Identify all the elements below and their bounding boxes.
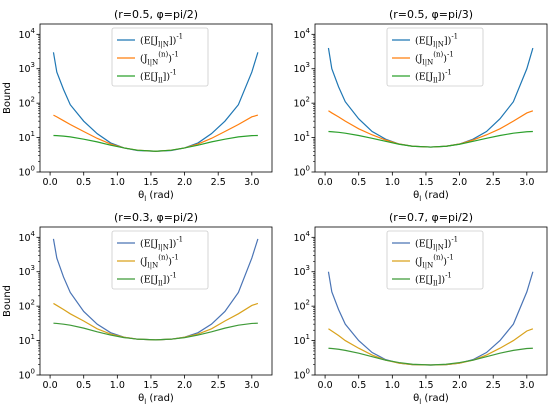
y-tick-label: 100​ bbox=[293, 368, 310, 382]
y-tick-label: 101​ bbox=[18, 130, 35, 144]
legend-entry: (E[Jl|N​])-1​ bbox=[140, 33, 183, 49]
x-tick-label: 1.0 bbox=[385, 177, 400, 188]
chart-title: (r=0.7, φ=pi/2) bbox=[389, 211, 473, 224]
legend-entry: (Jl|N​(n)​)-1​ bbox=[140, 254, 179, 270]
series-line-3 bbox=[53, 322, 258, 341]
x-tick-label: 1.5 bbox=[418, 177, 433, 188]
y-tick-label: 103​ bbox=[18, 264, 35, 278]
legend-entry: (Jl|N​(n)​)-1​ bbox=[140, 51, 179, 67]
x-tick-label: 3.0 bbox=[519, 380, 534, 391]
y-tick-label: 103​ bbox=[293, 61, 310, 75]
legend-entry: (E[Jll​])-1​ bbox=[415, 69, 452, 85]
x-tick-label: 0.5 bbox=[351, 177, 366, 188]
legend-entry: (E[Jl|N​])-1​ bbox=[140, 236, 183, 252]
y-tick-label: 104​ bbox=[293, 230, 310, 244]
y-tick-label: 102​ bbox=[293, 299, 310, 313]
x-tick-label: 0.5 bbox=[76, 380, 91, 391]
x-tick-label: 1.5 bbox=[143, 177, 158, 188]
x-axis-label: θl​ (rad) bbox=[138, 393, 174, 405]
y-tick-label: 102​ bbox=[293, 96, 310, 110]
legend-entry: (E[Jll​])-1​ bbox=[140, 272, 177, 288]
x-tick-label: 1.0 bbox=[110, 380, 125, 391]
x-tick-label: 3.0 bbox=[519, 177, 534, 188]
y-tick-label: 100​ bbox=[18, 165, 35, 179]
legend-box bbox=[111, 27, 209, 87]
y-tick-label: 102​ bbox=[18, 299, 35, 313]
x-tick-label: 0.0 bbox=[43, 380, 58, 391]
x-tick-label: 2.0 bbox=[452, 177, 467, 188]
series-line-3 bbox=[328, 347, 533, 366]
x-tick-label: 2.0 bbox=[452, 380, 467, 391]
y-tick-label: 100​ bbox=[18, 368, 35, 382]
x-tick-label: 3.0 bbox=[244, 380, 259, 391]
y-tick-label: 103​ bbox=[18, 61, 35, 75]
legend-entry: (E[Jll​])-1​ bbox=[415, 272, 452, 288]
x-tick-label: 0.0 bbox=[318, 380, 333, 391]
chart-panel-1: (r=0.5, φ=pi/2) 0.0 0.5 1.0 1.5 2.0 2.5 3.0 100​… bbox=[2, 8, 273, 203]
x-axis-label: θl​ (rad) bbox=[413, 393, 449, 405]
y-tick-label: 101​ bbox=[293, 130, 310, 144]
x-tick-label: 2.5 bbox=[486, 177, 501, 188]
x-tick-label: 0.0 bbox=[318, 177, 333, 188]
legend-box bbox=[111, 230, 209, 290]
y-tick-label: 100​ bbox=[293, 165, 310, 179]
chart-panel-3: (r=0.3, φ=pi/2) 0.0 0.5 1.0 1.5 2.0 2.5 3.0 100​… bbox=[2, 211, 273, 405]
series-line-3 bbox=[328, 130, 533, 148]
y-axis-label: Bound bbox=[2, 82, 13, 114]
x-axis-label: θl​ (rad) bbox=[138, 190, 174, 203]
x-tick-label: 3.0 bbox=[244, 177, 259, 188]
chart-title: (r=0.5, φ=pi/2) bbox=[114, 8, 198, 21]
legend-entry: (Jl|N​(n)​)-1​ bbox=[415, 51, 454, 67]
chart-panel-4: (r=0.7, φ=pi/2) 0.0 0.5 1.0 1.5 2.0 2.5 3.0 100​… bbox=[293, 211, 548, 405]
y-tick-label: 104​ bbox=[18, 230, 35, 244]
x-axis-label: θl​ (rad) bbox=[413, 190, 449, 203]
x-tick-label: 1.0 bbox=[110, 177, 125, 188]
x-tick-label: 2.5 bbox=[486, 380, 501, 391]
legend-entry: (E[Jll​])-1​ bbox=[140, 69, 177, 85]
y-axis-label: Bound bbox=[2, 285, 13, 317]
x-tick-label: 2.0 bbox=[177, 177, 192, 188]
y-tick-label: 102​ bbox=[18, 96, 35, 110]
series-line-3 bbox=[53, 134, 258, 152]
x-tick-label: 0.0 bbox=[43, 177, 58, 188]
chart-title: (r=0.5, φ=pi/3) bbox=[389, 8, 473, 21]
chart-title: (r=0.3, φ=pi/2) bbox=[114, 211, 198, 224]
legend-entry: (E[Jl|N​])-1​ bbox=[415, 33, 458, 49]
chart-panel-2: (r=0.5, φ=pi/3) 0.0 0.5 1.0 1.5 2.0 2.5 3.0 100​… bbox=[293, 8, 548, 203]
legend-box bbox=[386, 230, 484, 290]
legend-entry: (E[Jl|N​])-1​ bbox=[415, 236, 458, 252]
x-tick-label: 1.5 bbox=[418, 380, 433, 391]
y-tick-label: 103​ bbox=[293, 264, 310, 278]
y-tick-label: 104​ bbox=[18, 27, 35, 41]
legend-box bbox=[386, 27, 484, 87]
y-tick-label: 104​ bbox=[293, 27, 310, 41]
x-tick-label: 2.0 bbox=[177, 380, 192, 391]
x-tick-label: 1.0 bbox=[385, 380, 400, 391]
x-tick-label: 0.5 bbox=[351, 380, 366, 391]
x-tick-label: 1.5 bbox=[143, 380, 158, 391]
legend-entry: (Jl|N​(n)​)-1​ bbox=[415, 254, 454, 270]
y-tick-label: 101​ bbox=[18, 333, 35, 347]
x-tick-label: 2.5 bbox=[211, 380, 226, 391]
x-tick-label: 2.5 bbox=[211, 177, 226, 188]
x-tick-label: 0.5 bbox=[76, 177, 91, 188]
y-tick-label: 101​ bbox=[293, 333, 310, 347]
